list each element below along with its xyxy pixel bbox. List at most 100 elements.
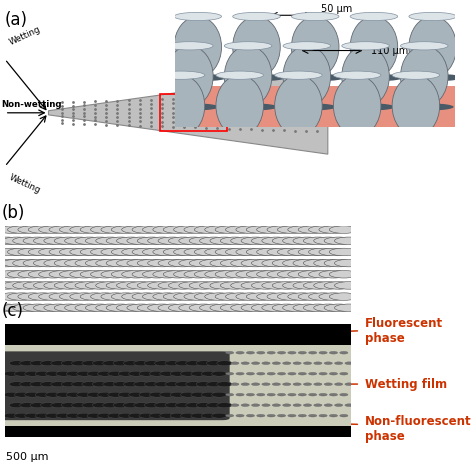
Circle shape	[246, 248, 275, 256]
Circle shape	[201, 371, 217, 376]
Circle shape	[64, 237, 94, 244]
Circle shape	[0, 293, 26, 300]
Circle shape	[303, 404, 312, 407]
Circle shape	[82, 361, 97, 366]
Circle shape	[54, 304, 83, 312]
Circle shape	[215, 293, 244, 300]
Circle shape	[87, 413, 102, 418]
Circle shape	[267, 415, 275, 417]
Circle shape	[262, 304, 291, 312]
Circle shape	[246, 293, 275, 300]
Circle shape	[103, 361, 118, 366]
Circle shape	[210, 237, 239, 244]
Circle shape	[319, 393, 327, 396]
Text: Wetting film: Wetting film	[365, 377, 447, 391]
Circle shape	[324, 362, 332, 365]
Circle shape	[309, 271, 337, 278]
Circle shape	[251, 404, 260, 407]
Circle shape	[329, 248, 358, 256]
Circle shape	[236, 271, 265, 278]
Circle shape	[246, 415, 255, 417]
Circle shape	[143, 271, 172, 278]
Circle shape	[91, 293, 119, 300]
Circle shape	[309, 372, 317, 375]
Circle shape	[143, 226, 172, 234]
Circle shape	[19, 361, 35, 366]
Circle shape	[314, 282, 343, 289]
Circle shape	[236, 248, 265, 256]
Circle shape	[139, 413, 154, 418]
Circle shape	[0, 271, 26, 278]
Circle shape	[314, 362, 322, 365]
Circle shape	[314, 404, 322, 407]
Circle shape	[132, 293, 161, 300]
Circle shape	[189, 259, 218, 267]
Circle shape	[70, 226, 99, 234]
Ellipse shape	[401, 42, 448, 50]
Circle shape	[70, 271, 99, 278]
Circle shape	[335, 383, 343, 385]
Circle shape	[215, 248, 244, 256]
Ellipse shape	[216, 75, 264, 136]
Circle shape	[40, 403, 55, 407]
Circle shape	[340, 352, 348, 354]
Circle shape	[34, 237, 63, 244]
Circle shape	[91, 271, 119, 278]
Circle shape	[314, 237, 343, 244]
Circle shape	[207, 382, 222, 387]
Circle shape	[303, 383, 312, 385]
Circle shape	[335, 304, 364, 312]
Circle shape	[256, 393, 265, 396]
Circle shape	[293, 383, 301, 385]
Circle shape	[158, 304, 187, 312]
Circle shape	[335, 282, 364, 289]
Circle shape	[149, 371, 164, 376]
Ellipse shape	[283, 46, 330, 107]
Circle shape	[173, 248, 203, 256]
Circle shape	[103, 382, 118, 387]
Circle shape	[168, 282, 198, 289]
Circle shape	[181, 392, 196, 397]
Circle shape	[200, 282, 228, 289]
Circle shape	[277, 352, 286, 354]
Bar	[5, 426, 351, 437]
Ellipse shape	[350, 16, 398, 78]
Circle shape	[324, 237, 353, 244]
Circle shape	[158, 259, 187, 267]
Circle shape	[298, 293, 327, 300]
Circle shape	[143, 248, 172, 256]
Circle shape	[35, 392, 50, 397]
Circle shape	[2, 282, 31, 289]
Circle shape	[267, 226, 296, 234]
Circle shape	[309, 226, 337, 234]
Circle shape	[256, 415, 265, 417]
Circle shape	[18, 293, 47, 300]
Circle shape	[85, 237, 114, 244]
Circle shape	[122, 271, 151, 278]
Circle shape	[210, 282, 239, 289]
Circle shape	[137, 237, 166, 244]
Circle shape	[91, 226, 119, 234]
Circle shape	[262, 383, 270, 385]
Ellipse shape	[347, 103, 395, 110]
Circle shape	[96, 237, 125, 244]
Circle shape	[30, 361, 45, 366]
Circle shape	[251, 282, 281, 289]
Circle shape	[127, 237, 156, 244]
Circle shape	[226, 226, 255, 234]
Circle shape	[173, 293, 203, 300]
Ellipse shape	[221, 133, 269, 140]
Circle shape	[4, 413, 19, 418]
Circle shape	[127, 282, 156, 289]
Circle shape	[283, 237, 312, 244]
Circle shape	[25, 392, 40, 397]
Circle shape	[39, 293, 68, 300]
Circle shape	[231, 383, 239, 385]
Circle shape	[186, 403, 201, 407]
Circle shape	[9, 382, 25, 387]
Circle shape	[137, 304, 166, 312]
Circle shape	[293, 282, 322, 289]
Circle shape	[77, 371, 92, 376]
Circle shape	[0, 304, 21, 312]
Circle shape	[82, 403, 97, 407]
